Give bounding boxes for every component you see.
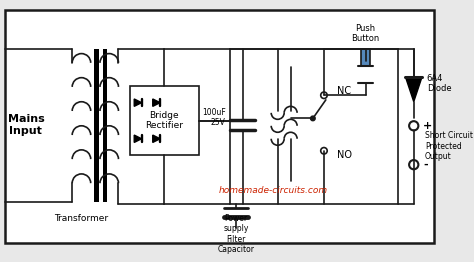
Text: Mains
Input: Mains Input [8,114,44,136]
Bar [103,49,108,202]
Text: -: - [423,160,428,170]
Bar [94,49,99,202]
Text: NC: NC [337,86,351,96]
Polygon shape [134,99,142,106]
Circle shape [310,116,315,121]
Polygon shape [405,77,422,102]
Circle shape [321,92,327,99]
Circle shape [409,121,419,130]
Text: 100uF
25V: 100uF 25V [202,108,226,127]
Bar [129,86,199,155]
Text: Power
supply
Filter
Capacitor: Power supply Filter Capacitor [218,214,255,254]
Bar [229,49,398,204]
Text: Short Circuit
Protected
Output: Short Circuit Protected Output [425,131,473,161]
Bar [361,49,370,66]
Text: NO: NO [337,150,352,160]
Text: +: + [423,121,432,131]
Polygon shape [153,99,160,106]
Circle shape [321,148,327,154]
Text: homemade-circuits.com: homemade-circuits.com [219,186,328,195]
Text: 6A4
Diode: 6A4 Diode [427,74,451,93]
Text: Transformer: Transformer [55,214,109,223]
Polygon shape [153,135,160,143]
Text: Push
Button: Push Button [352,24,380,43]
Circle shape [409,160,419,169]
Text: Bridge
Rectifier: Bridge Rectifier [146,111,183,130]
Polygon shape [134,135,142,143]
